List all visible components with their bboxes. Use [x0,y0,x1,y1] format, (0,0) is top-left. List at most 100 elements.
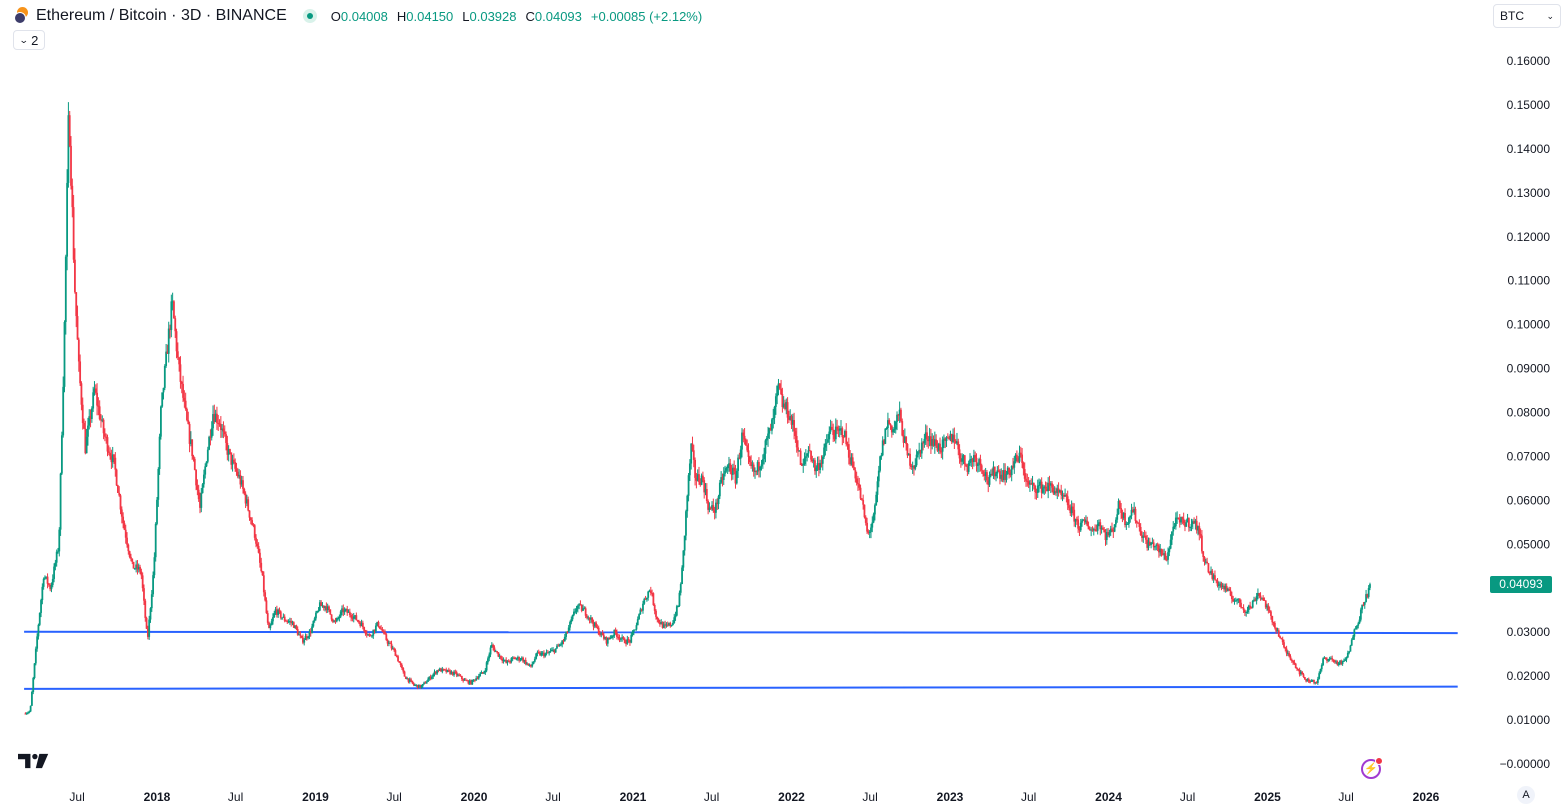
candle [255,534,257,548]
candle [1266,603,1268,611]
candle [72,194,75,263]
candle [1116,508,1119,523]
candle [821,455,824,471]
candle [338,614,341,622]
candle [563,634,566,642]
candle [434,671,437,675]
time-axis[interactable]: Jul 2018 Jul 2019 Jul 2020 Jul 2021 Jul 2022 Jul 20… [69,790,1439,804]
candle [441,666,444,674]
auto-scale-button[interactable]: A [1517,786,1535,804]
candle [958,444,961,464]
candle [1272,621,1275,627]
candle [606,637,609,647]
candle [541,651,544,656]
candle [1134,506,1137,524]
candle [1072,502,1074,516]
support-line[interactable] [24,685,1458,690]
currency-select[interactable]: BTC ⌄ [1493,4,1561,28]
support-line[interactable] [24,630,1458,635]
candle [840,420,842,435]
price-axis[interactable]: 0.16000 0.15000 0.14000 0.13000 0.12000 0.110… [1500,54,1551,771]
candle [24,712,27,715]
candle [763,447,766,465]
candle [1329,656,1332,660]
candle [734,464,737,489]
eth-btc-symbol-icon [14,7,30,24]
candle [1035,488,1038,500]
candle [780,379,782,395]
candle [677,605,680,608]
candle [287,619,290,624]
candle [206,446,209,464]
candle [81,397,84,430]
candle [268,621,270,629]
tradingview-logo-icon[interactable] [18,752,50,770]
candle [1088,526,1091,531]
market-status-icon[interactable] [302,9,317,23]
candle [670,624,673,627]
candle [40,598,42,618]
candle [1168,546,1171,557]
candle [476,676,479,680]
candle [883,439,885,446]
candle [70,136,72,190]
candle [787,410,790,423]
candle [1279,635,1281,639]
candle [1058,489,1061,494]
candle [235,462,238,476]
candle [324,605,326,612]
candle [171,292,174,311]
candle [566,630,569,634]
candle [145,616,148,630]
candle [995,471,997,482]
candle [41,583,44,605]
candle [103,428,106,442]
candle [1004,463,1007,486]
support-lines [24,630,1458,690]
candle [1292,659,1295,666]
candle [815,465,818,478]
candle [823,443,825,459]
candle [440,667,442,672]
candle [1280,637,1283,640]
candle [1073,503,1076,527]
flash-icon[interactable]: ⚡ [1361,757,1383,779]
symbol-title[interactable]: Ethereum / Bitcoin · 3D · BINANCE [36,7,287,24]
candle [764,439,767,463]
candle [1155,543,1158,551]
candle [731,463,734,480]
indicators-toggle-button[interactable]: ⌄ 2 [13,30,45,50]
candle [1150,541,1152,549]
candle [322,605,325,611]
candle [337,616,339,621]
candle [1197,525,1199,536]
candle [580,604,583,613]
candle [824,438,827,456]
candle [123,520,126,531]
candle [806,453,809,462]
candle [453,670,455,677]
candle [771,418,773,435]
candle [505,657,508,664]
candle [317,607,320,613]
candle [361,620,364,630]
candle [457,673,459,677]
candle [604,636,607,640]
candle [60,431,63,475]
candle [619,637,622,642]
candle [1241,607,1244,609]
candle [1158,543,1160,558]
candle [814,457,816,475]
candle [642,600,644,614]
candle [42,577,45,590]
candle [1090,527,1093,537]
candle [1264,600,1267,610]
candle [713,506,716,520]
candle [503,659,506,662]
candle [135,560,138,573]
candle [811,455,814,464]
candle [1171,531,1173,545]
candle [274,606,277,615]
candle [158,433,161,475]
